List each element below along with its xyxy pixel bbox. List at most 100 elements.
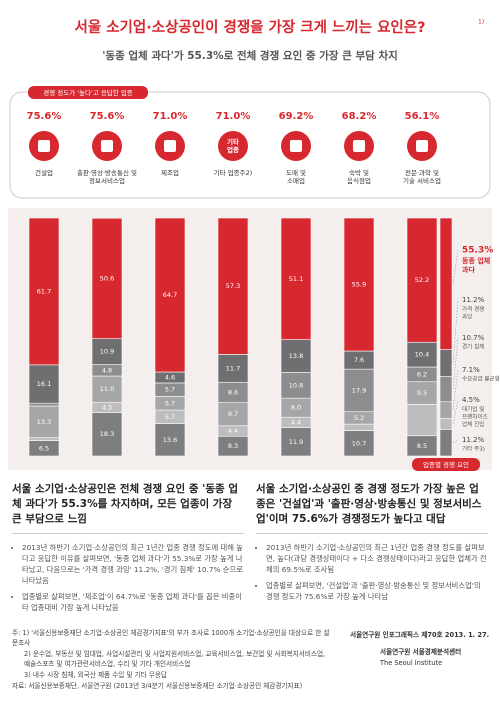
bar-segment (406, 341, 438, 368)
industry-name: 출판·영상·방송통신 및 정보서비스업 (77, 168, 137, 185)
total-value-label: 4.5% (462, 396, 480, 404)
panel-tag (28, 86, 148, 99)
value-label: 18.3 (100, 430, 114, 438)
bar-segment (343, 368, 375, 413)
industry-name: 전문·과학 및 기술 서비스업 (403, 168, 441, 185)
industry-name: 제조업 (161, 169, 179, 177)
value-label: 50.6 (100, 274, 114, 282)
issue: 서울연구원 인포그래픽스 제70호 2013. 1. 27. (350, 631, 490, 639)
legend-entry: 가격 경쟁 과잉 (462, 305, 484, 321)
bullet: 업종별로 살펴보면, '건설업'과 '출판·영상·방송통신 및 정보서비스업'의… (266, 580, 488, 602)
graphic: 서울 소기업·소상공인이 경쟁을 가장 크게 느끼는 요인은? 1) '동종 업… (8, 18, 500, 471)
icon-glyph (164, 140, 176, 152)
industry-value: 69.2% (279, 111, 314, 122)
value-label: 51.1 (289, 275, 303, 283)
value-label: 5.7 (165, 413, 175, 421)
value-label: 9.7 (228, 410, 238, 418)
value-label: 4.4 (228, 427, 238, 435)
bar-segment (91, 412, 123, 457)
value-label: 10.4 (415, 351, 429, 359)
section-heading: 서울 소기업·소상공인은 전체 경쟁 요인 중 '동종 업체 과다'가 55.3… (12, 482, 244, 534)
value-label: 8.0 (291, 404, 301, 412)
bar-segment (343, 430, 375, 457)
legend-entry: 기타 주3) (462, 445, 485, 453)
chart-label: 업종별 경쟁 요인 (423, 460, 469, 469)
value-label: 61.7 (37, 287, 51, 295)
total-value-label: 11.2% (462, 296, 485, 304)
value-label: 4.8 (102, 366, 112, 374)
value-label: 11.9 (289, 438, 303, 446)
industry-value: 71.0% (216, 111, 251, 122)
value-label: 8.5 (417, 442, 427, 450)
bar-segment (343, 423, 375, 431)
bullets: 2013년 하반기 소기업·소상공인의 최근 1년간 업종 경쟁 정도에 대해 … (12, 542, 244, 613)
value-label: 10.7 (352, 439, 366, 447)
value-label: 10.9 (100, 348, 114, 356)
bullet: 업종별로 살펴보면, '제조업'이 64.7%로 '동종 업체 과다'를 꼽은 … (22, 591, 244, 613)
bar-segment (91, 375, 123, 403)
value-label: 5.2 (354, 414, 364, 422)
total-value-label: 7.1% (462, 366, 480, 374)
bar-segment (28, 217, 60, 366)
value-label: 64.7 (163, 291, 177, 299)
footnote: 3) 내수 시장 침체, 외국산 제품 수입 및 기타 무응답 (24, 671, 167, 679)
value-label: 52.2 (415, 276, 429, 284)
industry-name: 기타 업종주2) (214, 168, 253, 177)
bar-segment (406, 217, 438, 343)
value-label: 6.5 (39, 444, 49, 452)
bar-segment (439, 418, 453, 430)
industry-name: 도매 및 소매업 (286, 169, 306, 185)
bar-segment (28, 405, 60, 438)
industry-value: 75.6% (27, 111, 62, 122)
bar-segment (280, 372, 312, 399)
section: 서울 소기업·소상공인은 전체 경쟁 요인 중 '동종 업체 과다'가 55.3… (12, 482, 244, 618)
total-value-label: 55.3% (462, 246, 493, 256)
icon-text: 기타 업종 (227, 137, 239, 154)
value-label: 5.7 (165, 386, 175, 394)
value-label: 9.5 (417, 389, 427, 397)
icon-glyph (416, 140, 428, 152)
icon-glyph (38, 140, 50, 152)
leader (452, 399, 459, 425)
footnote: 2) 운수업, 부동산 및 임대업, 사업시설관리 및 사업지원서비스업, 교육… (24, 650, 326, 668)
value-label: 11.7 (226, 364, 240, 372)
value-label: 4.3 (102, 403, 112, 411)
bullets: 2013년 하반기 소기업·소상공인의 최근 1년간 업종 경쟁 정도를 살펴보… (256, 542, 488, 602)
bar-segment (217, 354, 249, 383)
publisher: 서울연구원 인포그래픽스 제70호 2013. 1. 27. 서울연구원 서울경… (350, 630, 495, 669)
panel-label: 경쟁 정도가 '높다'고 응답한 업종 (43, 88, 133, 97)
bar-segment (439, 217, 453, 350)
total-value-label: 10.7% (462, 334, 485, 342)
legend-entry: 경기 침체 (462, 343, 484, 351)
total-value-label: 11.2% (462, 436, 485, 444)
value-label: 7.6 (354, 356, 364, 364)
bar-segment (28, 364, 60, 404)
bar-segment (91, 217, 123, 339)
institute: The Seoul Institute (380, 659, 443, 667)
title-note: 1) (478, 19, 484, 26)
value-label: 16.1 (37, 380, 51, 388)
industry-value: 75.6% (90, 111, 125, 122)
value-label: 17.9 (352, 386, 366, 394)
chart-tag (412, 458, 480, 471)
legend-entry: 대기업 및 프랜차이즈 업체 진입 (462, 405, 488, 428)
bar-segment (280, 217, 312, 340)
bar-segment (280, 427, 312, 457)
leader (452, 369, 459, 411)
icon-glyph (101, 140, 113, 152)
section-heading: 서울 소기업·소상공인 중 경쟁 정도가 가장 높은 업종은 '건설업'과 '출… (256, 482, 488, 534)
bullet: 2013년 하반기 소기업·소상공인의 최근 1년간 업종 경쟁 정도를 살펴보… (266, 542, 488, 575)
value-label: 4.6 (165, 373, 175, 381)
bar-segment (28, 402, 60, 407)
center: 서울연구원 서울경제분석센터 (380, 648, 462, 656)
bar-segment (439, 349, 453, 377)
industry-name: 숙박 및 음식점업 (347, 168, 371, 185)
industry-value: 71.0% (153, 111, 188, 122)
leader (452, 337, 459, 390)
value-label: 13.6 (163, 436, 177, 444)
bar-segment (439, 429, 453, 457)
value-label: 8.6 (228, 388, 238, 396)
section: 서울 소기업·소상공인 중 경쟁 정도가 가장 높은 업종은 '건설업'과 '출… (256, 482, 488, 607)
icon-glyph (353, 140, 365, 152)
